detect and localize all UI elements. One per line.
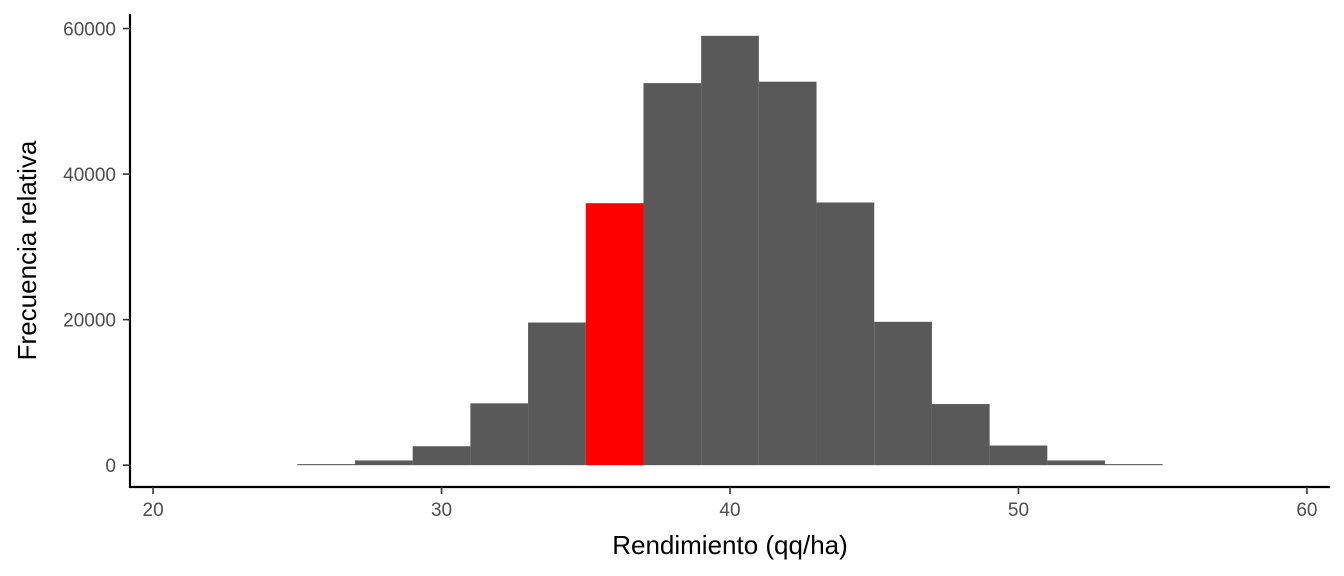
histogram-bar [989, 445, 1048, 466]
histogram-bar [1105, 464, 1163, 466]
x-axis-ticks: 20 30 40 50 60 [143, 487, 1317, 521]
histogram-bar [355, 460, 413, 466]
x-tick-label: 20 [143, 500, 164, 521]
histogram-bar [297, 464, 355, 466]
y-tick-label: 0 [105, 456, 116, 477]
x-tick-label: 40 [719, 500, 740, 521]
histogram-bar [1047, 460, 1105, 466]
histogram-bars [297, 35, 1163, 466]
histogram-bar [816, 202, 875, 466]
axes: 0 20000 40000 60000 20 30 40 50 60 [63, 14, 1330, 521]
y-axis-title: Frecuencia relativa [12, 140, 42, 360]
histogram-bar [931, 404, 990, 466]
histogram-bar [412, 446, 471, 466]
x-tick-label: 30 [431, 500, 452, 521]
y-tick-label: 40000 [63, 165, 116, 186]
x-tick-label: 50 [1008, 500, 1029, 521]
histogram-bar [758, 81, 817, 466]
histogram-bar [643, 83, 702, 466]
histogram-bar [528, 322, 586, 466]
y-axis-ticks: 0 20000 40000 60000 [63, 20, 130, 477]
histogram-bar [470, 403, 529, 466]
y-tick-label: 60000 [63, 20, 116, 41]
y-tick-label: 20000 [63, 311, 116, 332]
histogram-bar [701, 35, 759, 466]
histogram-bar [874, 321, 932, 466]
x-axis-title: Rendimiento (qq/ha) [612, 530, 848, 560]
x-tick-label: 60 [1296, 500, 1317, 521]
histogram-bar-highlighted [585, 203, 644, 466]
